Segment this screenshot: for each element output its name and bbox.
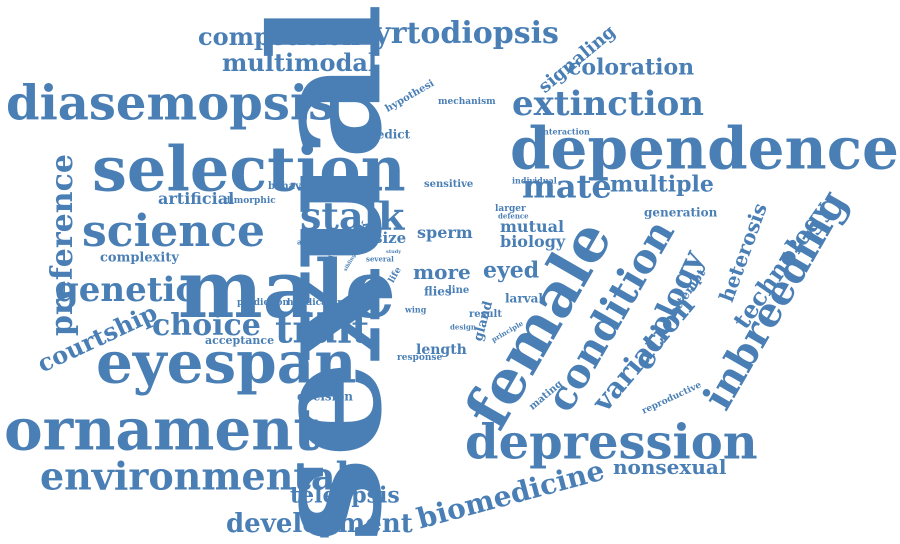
word-coloration: coloration — [568, 54, 695, 81]
word-interaction: interaction — [540, 126, 590, 137]
word-flies: flies — [424, 284, 452, 299]
word-cyrtodiopsis: cyrtodiopsis — [355, 16, 559, 51]
word-eyespan: eyespan — [96, 328, 357, 397]
word-dimorphic: dimorphic — [224, 195, 276, 206]
word-result: result — [469, 309, 502, 320]
word-mechanism: mechanism — [438, 96, 496, 107]
word-diasemopsis: diasemopsis — [6, 75, 336, 132]
word-extinction: extinction — [512, 83, 704, 124]
word-science: science — [82, 205, 266, 257]
word-nonsexual: nonsexual — [613, 455, 727, 479]
word-competition: competition — [198, 21, 360, 51]
word-behavior: behavior — [268, 181, 317, 192]
word-more: more — [413, 260, 471, 284]
word-larger: larger — [495, 203, 526, 214]
word-prediction: prediction — [237, 297, 290, 308]
word-sperm: sperm — [417, 223, 473, 243]
word-line: line — [448, 285, 470, 296]
word-size: size — [374, 229, 407, 247]
word-individual: individual — [512, 175, 557, 186]
word-artificial: artificial — [158, 189, 235, 209]
word-dependence: dependence — [510, 114, 899, 183]
word-complexity: complexity — [100, 250, 179, 266]
word-defence: defence — [498, 211, 529, 221]
word-eyed: eyed — [483, 257, 540, 284]
word-larval: larval — [505, 291, 543, 306]
word-stalk: stalk — [300, 193, 405, 239]
word-handicap: handicap — [287, 297, 334, 308]
word-sensitive: sensitive — [424, 179, 474, 190]
word-several: several — [366, 254, 394, 264]
word-length: length — [416, 341, 467, 358]
word-choice: choice — [152, 308, 261, 343]
word-male: male — [178, 242, 396, 336]
word-wing: wing — [405, 304, 427, 315]
word-addition: addition — [297, 237, 330, 247]
word-trait: trait — [275, 306, 370, 352]
word-predict: predict — [362, 127, 411, 142]
word-preference: preference — [45, 154, 80, 336]
word-development: development — [226, 509, 413, 540]
word-design: design — [450, 322, 476, 332]
word-study: study — [386, 249, 402, 255]
word-multiple: multiple — [610, 171, 714, 198]
word-generation: generation — [644, 205, 718, 220]
word-selection: selection — [92, 132, 406, 206]
word-acceptance: acceptance — [205, 334, 275, 348]
word-genetic: genetic — [55, 269, 197, 310]
word-ornament: ornament — [4, 395, 321, 464]
word-mate: mate — [522, 167, 612, 206]
word-biology: biology — [500, 232, 566, 252]
word-decision: decision — [297, 389, 353, 404]
word-environmental: environmental — [40, 453, 350, 499]
word-strong: strong — [328, 297, 361, 308]
word-multimodal: multimodal — [222, 47, 378, 77]
word-mutual: mutual — [500, 217, 565, 237]
word-reproductive: reproductive — [640, 380, 704, 417]
word-response: response — [397, 352, 443, 363]
word-teleopsis: teleopsis — [290, 482, 400, 509]
word-depression: depression — [465, 414, 758, 471]
